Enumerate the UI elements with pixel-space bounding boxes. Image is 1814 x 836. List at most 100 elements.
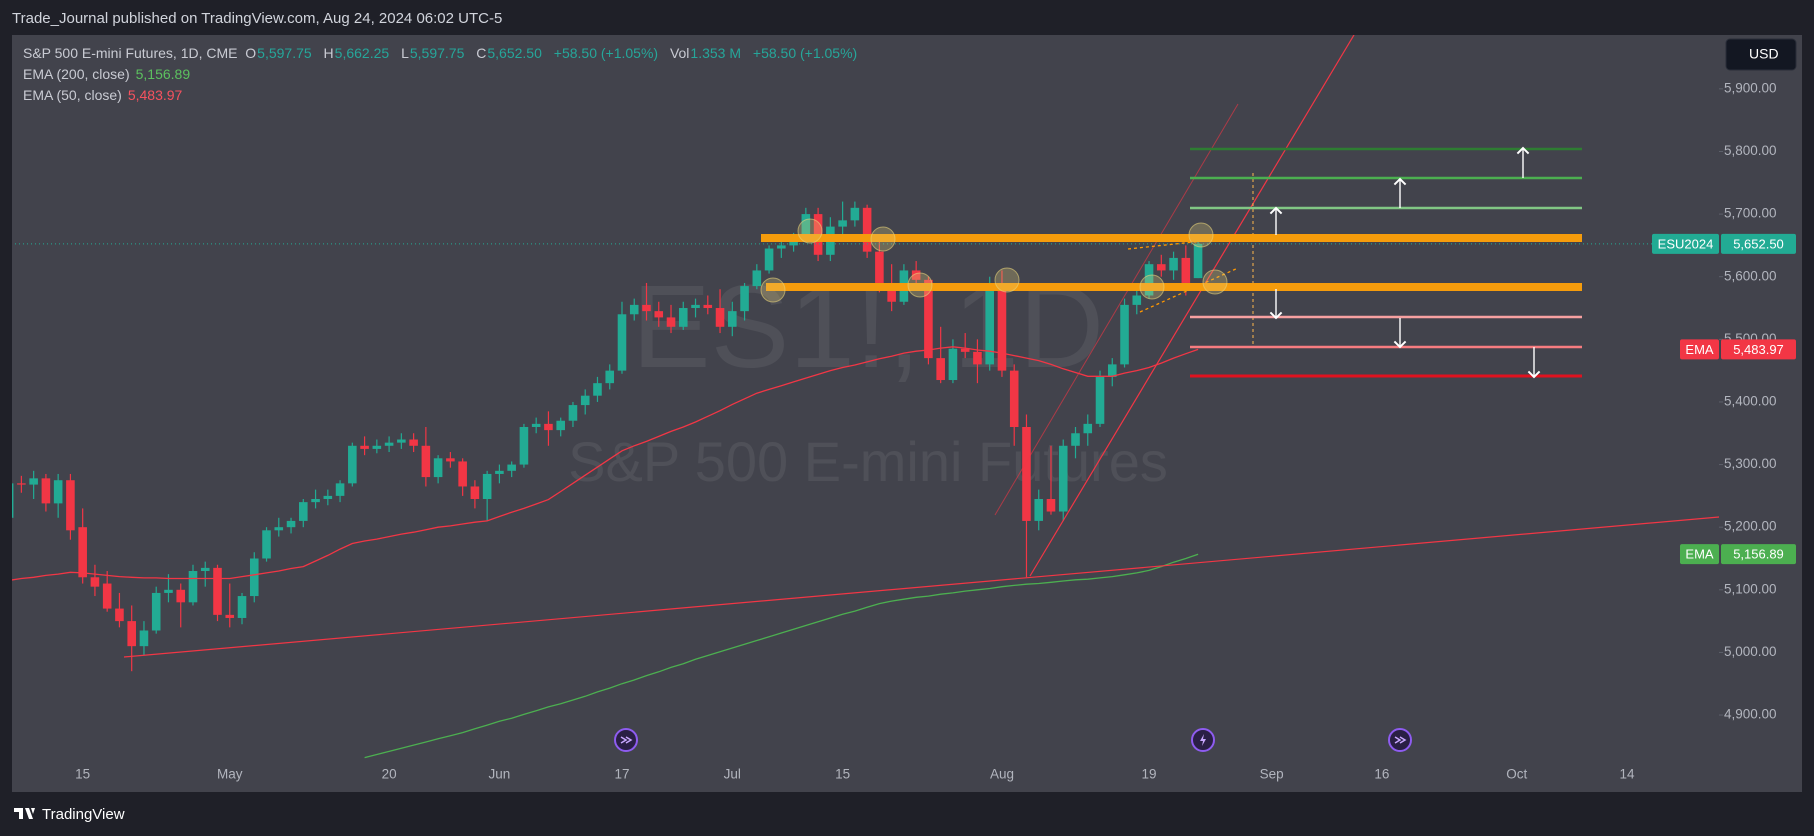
candle-body — [348, 445, 357, 484]
candle-body — [973, 351, 982, 365]
candle-body — [323, 495, 333, 500]
candle-body — [102, 583, 112, 609]
candle-body — [433, 458, 443, 478]
volume-value: 1.353 M — [690, 45, 742, 61]
candle-body — [458, 461, 467, 487]
touch-marker — [994, 267, 1020, 293]
event-icon[interactable] — [614, 728, 638, 752]
ema-value-label: 5,156.89 — [1733, 547, 1784, 562]
indicator-value: 5,156.89 — [135, 66, 191, 82]
y-tick-label: 5,000.00 — [1724, 644, 1777, 659]
currency-label[interactable]: USD — [1749, 46, 1779, 62]
watermark-symbol: ES1!, 1D — [632, 261, 1104, 393]
legend-value: 5,597.75 — [257, 45, 312, 61]
candle-body — [1095, 376, 1105, 424]
event-icon[interactable] — [1388, 728, 1412, 752]
candle-body — [1071, 433, 1080, 446]
ema-badge — [1680, 544, 1719, 565]
candle-body — [1058, 445, 1068, 512]
candle-body — [801, 214, 811, 240]
x-tick-label: Sep — [1260, 767, 1284, 782]
candle-body — [286, 520, 296, 528]
trend-line — [123, 516, 1719, 658]
candle-body — [1009, 370, 1019, 427]
volume-key: Vol — [669, 45, 690, 61]
candle-body — [274, 527, 284, 531]
candle-body — [1046, 499, 1056, 512]
legend-row: EMA (200, close) 5,156.89 — [23, 64, 865, 85]
candle-body — [948, 348, 958, 381]
event-icon[interactable] — [1191, 728, 1215, 752]
y-tick-label: 5,700.00 — [1724, 206, 1777, 221]
volume-change: +58.50 (+1.05%) — [752, 45, 858, 61]
indicator-name: EMA (200, close) — [23, 66, 130, 82]
trend-line — [1029, 35, 1355, 577]
plot-area — [12, 201, 1719, 759]
touch-marker — [870, 226, 896, 252]
candle-body — [421, 445, 431, 478]
legend-value: 5,652.50 — [487, 45, 542, 61]
candle-body — [335, 483, 345, 496]
footer-brand: TradingView — [42, 806, 125, 823]
candle-body — [176, 589, 186, 603]
dotted-line — [1127, 240, 1204, 250]
candle-body — [249, 558, 259, 597]
candle-body — [544, 423, 553, 431]
candle-body — [1083, 423, 1093, 434]
symbol-title: S&P 500 E-mini Futures, 1D, CME — [23, 45, 238, 61]
x-tick-label: 19 — [1142, 767, 1157, 782]
y-tick-label: 5,600.00 — [1724, 268, 1777, 283]
x-tick-label: 15 — [75, 767, 90, 782]
legend-row: EMA (50, close) 5,483.97 — [23, 85, 865, 106]
candle-body — [29, 478, 38, 485]
currency-button[interactable]: USD — [1725, 38, 1797, 71]
drawings — [123, 35, 1719, 658]
candle-body — [139, 630, 149, 647]
x-tick-label: Oct — [1506, 767, 1527, 782]
candle-body — [997, 289, 1007, 371]
ema-badge-label: EMA — [1685, 547, 1714, 562]
candle-body — [164, 589, 173, 593]
y-tick-label: 5,300.00 — [1724, 456, 1777, 471]
candle-body — [960, 348, 970, 352]
candle-body — [115, 608, 124, 622]
event-icons — [614, 728, 1412, 752]
candle-body — [862, 207, 872, 252]
candle-body — [127, 621, 136, 647]
candle-body — [605, 370, 615, 384]
candle-body — [12, 483, 14, 518]
candle-body — [188, 571, 198, 603]
candle-body — [838, 220, 847, 227]
x-tick-label: Jun — [489, 767, 511, 782]
legend: S&P 500 E-mini Futures, 1D, CME O5,597.7… — [23, 43, 865, 106]
last-price-badge — [1721, 233, 1796, 254]
candle-body — [262, 530, 271, 559]
y-tick-label: 5,900.00 — [1724, 80, 1777, 95]
candle-body — [850, 207, 860, 221]
candle-body — [924, 279, 933, 359]
touch-marker — [1139, 274, 1165, 300]
ema-value-badge — [1721, 544, 1796, 565]
touch-marker — [907, 272, 933, 298]
symbol-badge-label: ESU2024 — [1658, 236, 1714, 251]
symbol-badge — [1652, 233, 1719, 254]
candle-body — [78, 527, 87, 578]
legend-key: C — [476, 45, 487, 61]
candle-body — [1120, 304, 1129, 365]
candle-body — [409, 439, 418, 446]
candle-body — [360, 445, 369, 449]
ema-value-badge — [1721, 339, 1796, 360]
candle-body — [482, 473, 492, 500]
x-tick-label: 20 — [382, 767, 397, 782]
candle-body — [666, 317, 676, 327]
ema-line — [364, 553, 1199, 759]
publish-info: Trade_Journal published on TradingView.c… — [12, 10, 502, 27]
candle-body — [1144, 264, 1154, 296]
candle-body — [397, 439, 406, 443]
candle-body — [519, 426, 529, 465]
touch-marker — [760, 277, 786, 303]
currency-box[interactable] — [1725, 38, 1797, 71]
candle-body — [1193, 243, 1203, 279]
legend-key: O — [245, 45, 257, 61]
